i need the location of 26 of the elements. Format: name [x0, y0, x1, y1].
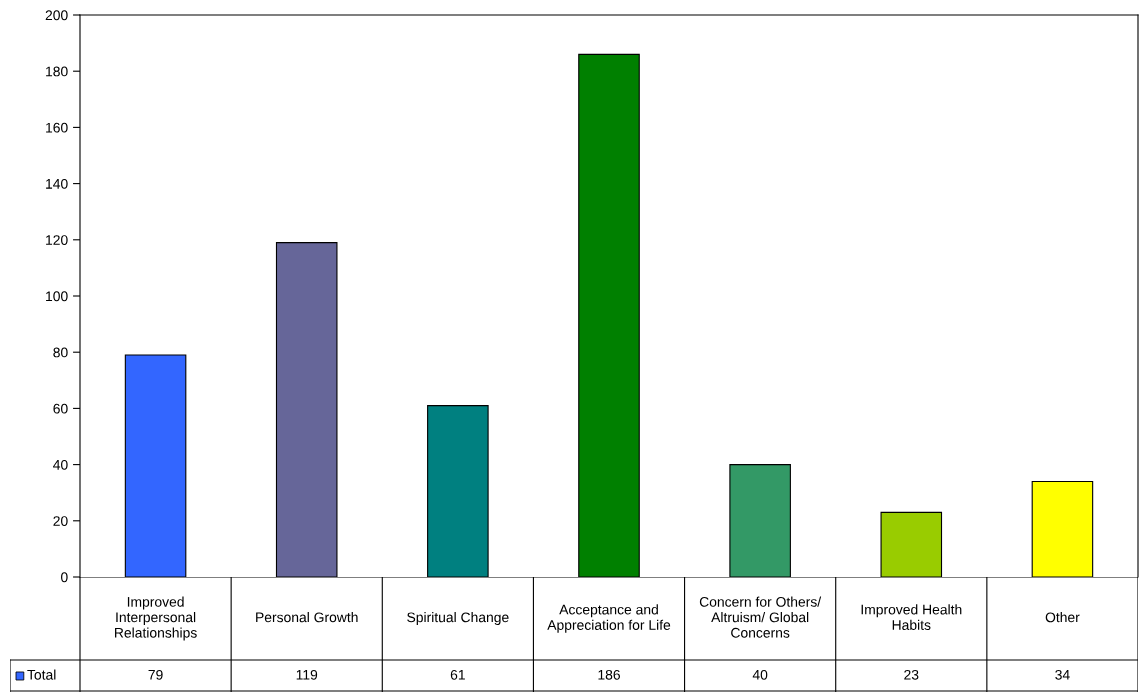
data-label: 186	[598, 669, 620, 680]
y-tick-label: 120	[46, 235, 68, 245]
y-tick-label: 80	[53, 347, 68, 358]
y-tick-label: 140	[46, 178, 68, 189]
x-tick-label: Personal Growth	[256, 612, 358, 623]
x-tick-label: Concern for Others/Altruism/ Global Concerns	[699, 596, 822, 638]
data-label: 23	[904, 669, 919, 680]
data-label: 61	[450, 669, 465, 680]
y-tick-label: 180	[46, 66, 68, 77]
x-tick-label: Other	[1045, 612, 1080, 623]
legend-label: Total	[27, 669, 56, 680]
x-tick-label: Improved Interpersonal Relationships	[115, 596, 197, 641]
x-tick-label: Acceptance and Appreciation for Life	[547, 604, 671, 633]
y-tick-label: 60	[53, 403, 68, 414]
x-tick-label: Improved Health Habits	[861, 604, 962, 630]
y-tick-label: 40	[53, 459, 68, 470]
y-tick-label: 20	[53, 516, 68, 526]
y-tick-label: 100	[46, 291, 68, 302]
y-tick-label: 0	[61, 572, 68, 583]
data-label: 40	[752, 669, 768, 680]
y-tick-label: 160	[46, 122, 68, 133]
data-label: 79	[148, 669, 163, 680]
x-tick-label: Spiritual Change	[407, 612, 509, 625]
data-label: 119	[296, 669, 318, 680]
data-label: 34	[1055, 669, 1070, 680]
y-tick-label: 200	[45, 10, 68, 21]
